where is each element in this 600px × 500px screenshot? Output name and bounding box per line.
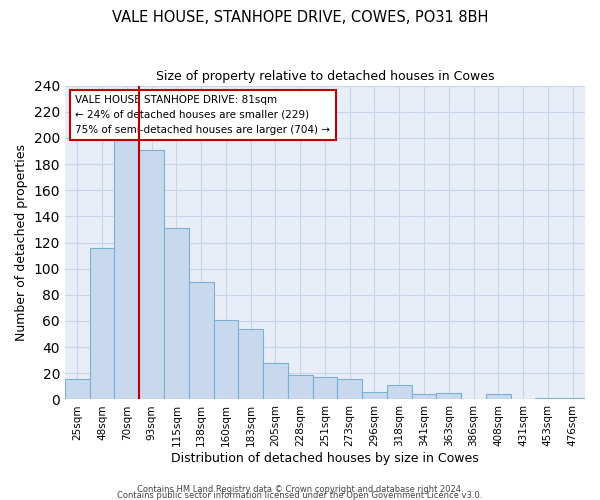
- Bar: [535, 398, 560, 400]
- Bar: [89, 248, 115, 400]
- Bar: [115, 140, 139, 400]
- Text: Contains HM Land Registry data © Crown copyright and database right 2024.: Contains HM Land Registry data © Crown c…: [137, 485, 463, 494]
- Bar: [387, 385, 412, 400]
- Text: Contains public sector information licensed under the Open Government Licence v3: Contains public sector information licen…: [118, 490, 482, 500]
- Bar: [214, 320, 238, 400]
- Text: VALE HOUSE, STANHOPE DRIVE, COWES, PO31 8BH: VALE HOUSE, STANHOPE DRIVE, COWES, PO31 …: [112, 10, 488, 25]
- Bar: [189, 282, 214, 400]
- Bar: [238, 329, 263, 400]
- Bar: [412, 394, 436, 400]
- Bar: [486, 394, 511, 400]
- Bar: [436, 393, 461, 400]
- Bar: [288, 374, 313, 400]
- Bar: [65, 378, 89, 400]
- Title: Size of property relative to detached houses in Cowes: Size of property relative to detached ho…: [156, 70, 494, 83]
- Bar: [263, 363, 288, 400]
- Bar: [313, 377, 337, 400]
- Bar: [362, 392, 387, 400]
- Text: VALE HOUSE STANHOPE DRIVE: 81sqm
← 24% of detached houses are smaller (229)
75% : VALE HOUSE STANHOPE DRIVE: 81sqm ← 24% o…: [76, 95, 331, 134]
- Bar: [164, 228, 189, 400]
- Bar: [337, 378, 362, 400]
- X-axis label: Distribution of detached houses by size in Cowes: Distribution of detached houses by size …: [171, 452, 479, 465]
- Y-axis label: Number of detached properties: Number of detached properties: [15, 144, 28, 341]
- Bar: [139, 150, 164, 400]
- Bar: [560, 398, 585, 400]
